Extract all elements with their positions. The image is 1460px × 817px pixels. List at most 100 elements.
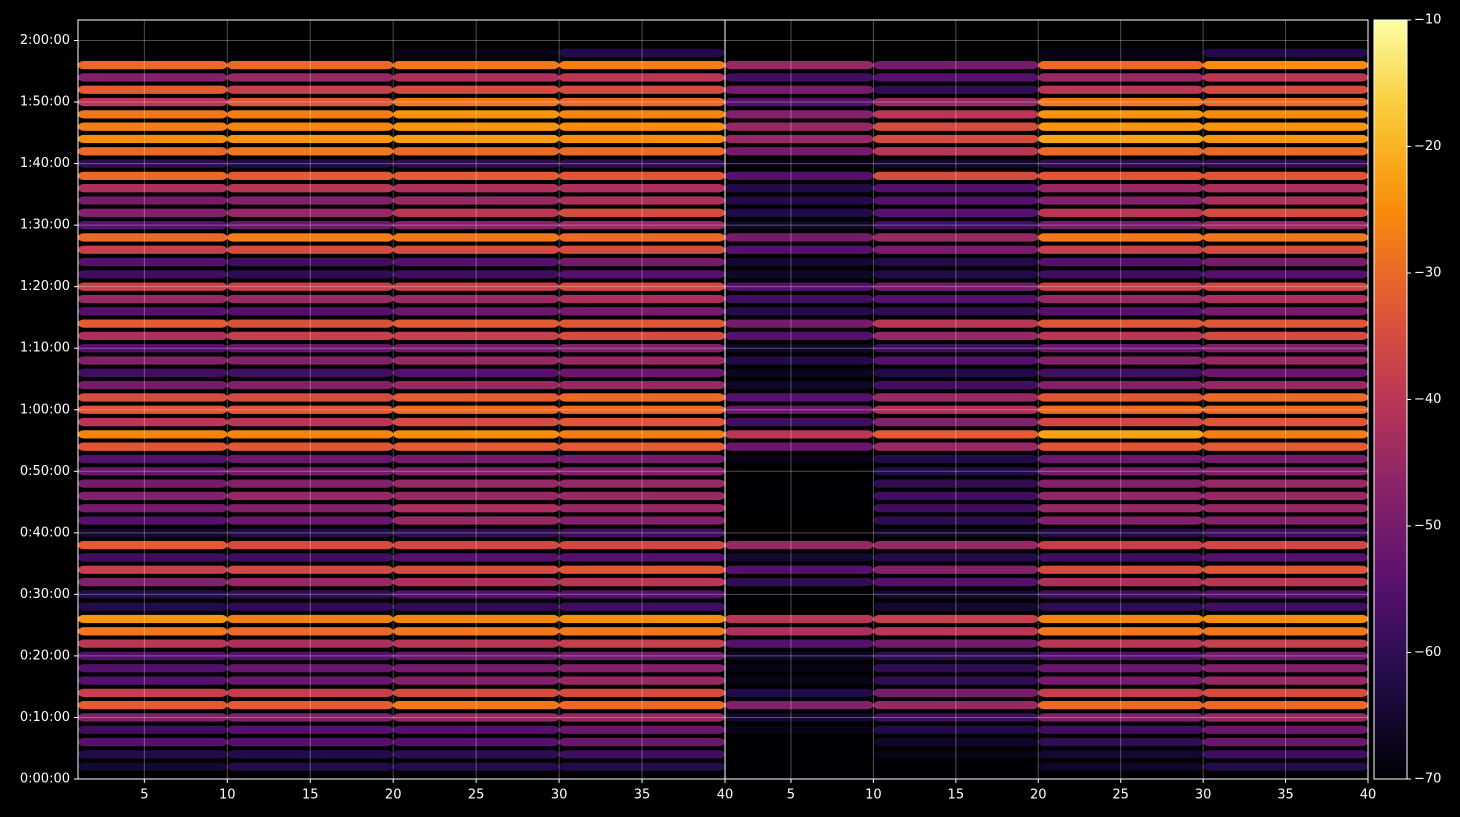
heatmap-cell xyxy=(78,491,228,501)
x-tick-label: 5 xyxy=(787,788,795,803)
heatmap-cell xyxy=(227,319,394,328)
heatmap-cell xyxy=(559,602,725,611)
heatmap-cell xyxy=(78,479,228,488)
heatmap-cell xyxy=(1038,590,1204,599)
heatmap-cell xyxy=(725,73,874,82)
heatmap-cell xyxy=(227,651,394,661)
heatmap-cell xyxy=(559,528,725,537)
heatmap-cell xyxy=(227,245,394,254)
heatmap-cell xyxy=(1203,196,1368,205)
heatmap-cell xyxy=(1203,171,1368,181)
colorbar-tick-label: −50 xyxy=(1414,519,1441,534)
heatmap-cell xyxy=(78,220,228,230)
y-tick-label: 0:20:00 xyxy=(20,648,70,663)
heatmap-cell xyxy=(1038,48,1204,57)
heatmap-cell xyxy=(559,60,725,70)
heatmap-cell xyxy=(393,553,560,562)
heatmap-cell xyxy=(1038,147,1204,156)
colorbar-tick-label: −30 xyxy=(1414,266,1441,281)
heatmap-cell xyxy=(393,454,560,464)
heatmap-cell xyxy=(725,97,874,107)
heatmap-cell xyxy=(78,614,228,624)
heatmap-cell xyxy=(1203,479,1368,488)
heatmap-cell xyxy=(393,368,560,377)
heatmap-cell xyxy=(227,48,394,57)
heatmap-cell xyxy=(725,516,874,525)
x-tick-label: 10 xyxy=(219,788,236,803)
heatmap-cell xyxy=(873,454,1039,464)
heatmap-cell xyxy=(873,651,1039,661)
heatmap-cell xyxy=(1203,577,1368,587)
heatmap-cell xyxy=(725,504,874,513)
heatmap-cell xyxy=(78,540,228,550)
heatmap-cell xyxy=(1203,319,1368,328)
heatmap-cell xyxy=(393,528,560,537)
heatmap-cell xyxy=(873,504,1039,513)
heatmap-cell xyxy=(1203,331,1368,341)
heatmap-cell xyxy=(393,307,560,316)
heatmap-cell xyxy=(559,405,725,414)
heatmap-cell xyxy=(1203,491,1368,501)
heatmap-cell xyxy=(393,664,560,673)
heatmap-cell xyxy=(393,491,560,501)
heatmap-cell xyxy=(393,122,560,131)
heatmap-cell xyxy=(1203,245,1368,254)
heatmap-cell xyxy=(393,134,560,144)
heatmap-cell xyxy=(725,60,874,70)
y-tick-label: 1:20:00 xyxy=(20,279,70,294)
heatmap-cell xyxy=(559,442,725,451)
heatmap-cell xyxy=(227,577,394,587)
heatmap-cell xyxy=(78,257,228,267)
heatmap-cell xyxy=(559,565,725,574)
heatmap-cell xyxy=(393,762,560,771)
heatmap-cell xyxy=(559,331,725,341)
heatmap-cell xyxy=(1038,294,1204,304)
heatmap-cell xyxy=(227,110,394,119)
heatmap-cell xyxy=(78,147,228,156)
heatmap-cell xyxy=(1038,528,1204,537)
heatmap-cell xyxy=(873,774,1039,779)
heatmap-cell xyxy=(1203,516,1368,525)
heatmap-cell xyxy=(559,577,725,587)
heatmap-cell xyxy=(725,159,874,168)
heatmap-cell xyxy=(873,85,1039,94)
heatmap-cell xyxy=(559,651,725,661)
heatmap-cell xyxy=(1203,614,1368,624)
heatmap-cell xyxy=(1038,737,1204,747)
heatmap-cell xyxy=(873,356,1039,365)
heatmap-cell xyxy=(393,688,560,697)
heatmap-cell xyxy=(227,479,394,488)
heatmap-cell xyxy=(1038,639,1204,648)
heatmap-cell xyxy=(78,393,228,402)
heatmap-cell xyxy=(559,270,725,279)
colorbar-tick-label: −60 xyxy=(1414,645,1441,660)
heatmap-cell xyxy=(78,430,228,439)
heatmap-cell xyxy=(559,368,725,377)
heatmap-cell xyxy=(227,270,394,279)
heatmap-cell xyxy=(393,774,560,779)
heatmap-cell xyxy=(78,700,228,710)
heatmap-cell xyxy=(227,122,394,131)
heatmap-cell xyxy=(725,774,874,779)
heatmap-cell xyxy=(78,294,228,304)
heatmap-cell xyxy=(1203,294,1368,304)
heatmap-cell xyxy=(1038,565,1204,574)
heatmap-cell xyxy=(393,171,560,181)
heatmap-cell xyxy=(1038,134,1204,144)
heatmap-cell xyxy=(78,208,228,217)
heatmap-cell xyxy=(725,528,874,537)
heatmap-cell xyxy=(1038,319,1204,328)
heatmap-cell xyxy=(725,171,874,181)
heatmap-cell xyxy=(78,651,228,661)
heatmap-cell xyxy=(725,639,874,648)
heatmap-cell xyxy=(393,442,560,451)
heatmap-cell xyxy=(725,467,874,476)
heatmap-cell xyxy=(873,639,1039,648)
heatmap-cell xyxy=(1203,417,1368,427)
heatmap-cell xyxy=(393,184,560,193)
heatmap-cell xyxy=(227,294,394,304)
heatmap-cell xyxy=(78,688,228,697)
heatmap-cell xyxy=(78,725,228,734)
heatmap-cell xyxy=(1038,504,1204,513)
heatmap-cell xyxy=(1038,553,1204,562)
